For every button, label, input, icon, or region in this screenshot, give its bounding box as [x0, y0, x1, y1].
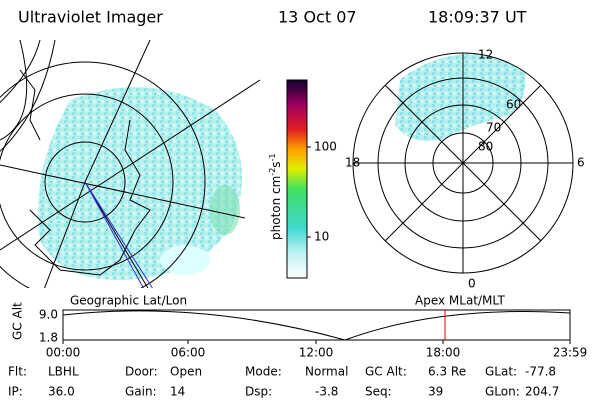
time-tick-label: 06:00 [171, 346, 206, 360]
status-value: Normal [305, 365, 348, 379]
colorbar-tick-label: 100 [314, 140, 337, 154]
mlt-label: 6 [577, 156, 585, 170]
status-label: Dsp: [245, 385, 272, 399]
mlt-label: 18 [345, 156, 360, 170]
status-label: Mode: [245, 365, 282, 379]
status-value: -3.8 [315, 385, 338, 399]
status-value: 36.0 [48, 385, 75, 399]
status-value: 6.3 Re [428, 365, 466, 379]
status-label: IP: [8, 385, 23, 399]
time-tick-label: 12:00 [299, 346, 334, 360]
status-label: Seq: [365, 385, 392, 399]
altitude-tick-label: 1.8 [39, 331, 58, 345]
colorbar [286, 79, 308, 279]
status-value: 39 [428, 385, 443, 399]
altitude-plot [62, 309, 571, 341]
panel-label: Geographic Lat/Lon [70, 294, 187, 308]
status-label: GC Alt: [365, 365, 407, 379]
status-label: Door: [125, 365, 158, 379]
colorbar-label: photon cm-2s-1 [268, 153, 283, 240]
status-label: GLon: [485, 385, 520, 399]
mlat-label: 70 [486, 121, 501, 135]
status-value: 14 [170, 385, 185, 399]
mlat-label: 60 [506, 98, 521, 112]
time: 18:09:37 UT [428, 8, 527, 27]
polar-plot [352, 52, 574, 274]
panel-label: Apex MLat/MLT [415, 294, 505, 308]
altitude-label: GC Alt [11, 302, 25, 340]
status-value: LBHL [48, 365, 79, 379]
time-tick-label: 23:59 [553, 346, 588, 360]
time-tick-label: 00:00 [46, 346, 81, 360]
mlt-label: 12 [478, 48, 493, 62]
mlt-label: 0 [468, 277, 476, 291]
status-value: 204.7 [525, 385, 559, 399]
colorbar-tick-label: 10 [314, 230, 329, 244]
status-value: Open [170, 365, 202, 379]
date: 13 Oct 07 [278, 8, 357, 27]
instrument: Ultraviolet Imager [18, 8, 163, 27]
mlat-label: 80 [478, 140, 493, 154]
time-tick-label: 18:00 [426, 346, 461, 360]
status-label: GLat: [485, 365, 517, 379]
geographic-map [0, 40, 260, 288]
altitude-tick-label: 9.0 [39, 308, 58, 322]
status-label: Gain: [125, 385, 157, 399]
status-value: -77.8 [525, 365, 556, 379]
status-label: Flt: [8, 365, 27, 379]
